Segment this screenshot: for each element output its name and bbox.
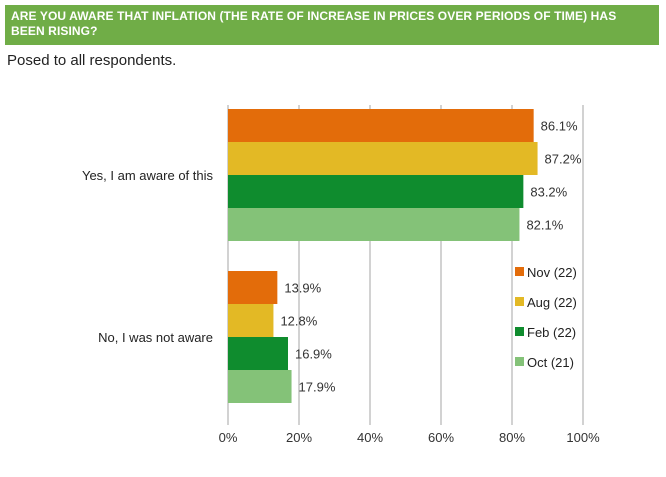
x-tick-label: 60% bbox=[428, 430, 454, 445]
question-title: ARE YOU AWARE THAT INFLATION (THE RATE O… bbox=[11, 9, 617, 38]
x-tick-label: 40% bbox=[357, 430, 383, 445]
bar bbox=[228, 271, 278, 304]
x-tick-label: 80% bbox=[499, 430, 525, 445]
data-label: 86.1% bbox=[541, 119, 578, 134]
x-tick-label: 20% bbox=[286, 430, 312, 445]
bar bbox=[228, 175, 524, 208]
legend-entry: Oct (21) bbox=[527, 355, 574, 370]
category-label: No, I was not aware bbox=[98, 330, 213, 345]
x-tick-label: 100% bbox=[566, 430, 600, 445]
legend-entry: Aug (22) bbox=[527, 295, 577, 310]
bar bbox=[228, 337, 288, 370]
data-label: 83.2% bbox=[530, 185, 567, 200]
category-label: Yes, I am aware of this bbox=[82, 168, 214, 183]
legend-swatch bbox=[515, 357, 524, 366]
subtitle: Posed to all respondents. bbox=[7, 52, 177, 69]
bar bbox=[228, 109, 534, 142]
legend-swatch bbox=[515, 267, 524, 276]
bar bbox=[228, 142, 538, 175]
legend-entry: Nov (22) bbox=[527, 265, 577, 280]
legend-swatch bbox=[515, 327, 524, 336]
bar bbox=[228, 208, 520, 241]
data-label: 12.8% bbox=[280, 314, 317, 329]
data-label: 87.2% bbox=[545, 152, 582, 167]
data-label: 82.1% bbox=[526, 218, 563, 233]
bar bbox=[228, 370, 292, 403]
data-label: 16.9% bbox=[295, 347, 332, 362]
data-label: 17.9% bbox=[299, 380, 336, 395]
bar bbox=[228, 304, 274, 337]
question-banner: ARE YOU AWARE THAT INFLATION (THE RATE O… bbox=[5, 5, 659, 45]
legend-entry: Feb (22) bbox=[527, 325, 576, 340]
legend-swatch bbox=[515, 297, 524, 306]
data-label: 13.9% bbox=[284, 281, 321, 296]
x-tick-label: 0% bbox=[219, 430, 238, 445]
